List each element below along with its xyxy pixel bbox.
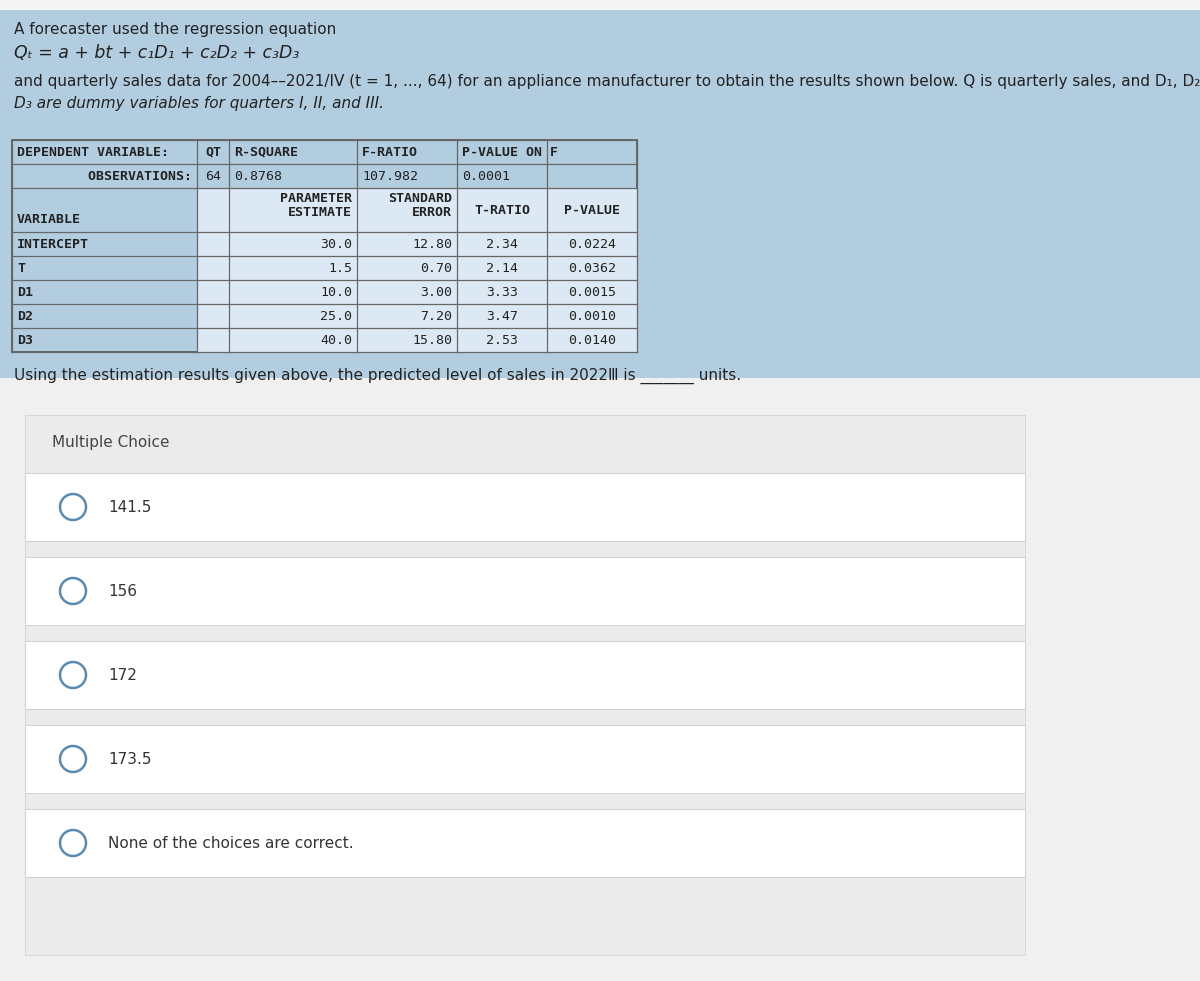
FancyBboxPatch shape [197, 328, 229, 352]
Text: P-VALUE ON F: P-VALUE ON F [462, 145, 558, 159]
Text: STANDARD: STANDARD [388, 192, 452, 205]
Text: ERROR: ERROR [412, 206, 452, 219]
Text: T-RATIO: T-RATIO [474, 203, 530, 217]
Text: None of the choices are correct.: None of the choices are correct. [108, 836, 354, 851]
Text: 25.0: 25.0 [320, 309, 352, 323]
FancyBboxPatch shape [0, 378, 1200, 981]
FancyBboxPatch shape [229, 256, 637, 280]
Text: 3.33: 3.33 [486, 285, 518, 298]
FancyBboxPatch shape [0, 0, 1200, 10]
Text: 12.80: 12.80 [412, 237, 452, 250]
Text: OBSERVATIONS:: OBSERVATIONS: [24, 170, 192, 182]
FancyBboxPatch shape [197, 280, 229, 304]
Text: 0.0362: 0.0362 [568, 262, 616, 275]
Text: F-RATIO: F-RATIO [362, 145, 418, 159]
Text: 173.5: 173.5 [108, 751, 151, 766]
FancyBboxPatch shape [229, 232, 637, 256]
Text: PARAMETER: PARAMETER [280, 192, 352, 205]
FancyBboxPatch shape [25, 473, 1025, 541]
Text: DEPENDENT VARIABLE:: DEPENDENT VARIABLE: [17, 145, 169, 159]
FancyBboxPatch shape [25, 725, 1025, 793]
Text: 141.5: 141.5 [108, 499, 151, 514]
Text: VARIABLE: VARIABLE [17, 213, 82, 226]
Text: 0.0001: 0.0001 [462, 170, 510, 182]
Text: Multiple Choice: Multiple Choice [52, 435, 169, 450]
FancyBboxPatch shape [12, 140, 637, 352]
Text: 1.5: 1.5 [328, 262, 352, 275]
FancyBboxPatch shape [197, 304, 229, 328]
Text: ESTIMATE: ESTIMATE [288, 206, 352, 219]
Text: 7.20: 7.20 [420, 309, 452, 323]
Text: T: T [17, 262, 25, 275]
FancyBboxPatch shape [25, 557, 1025, 625]
Text: 0.70: 0.70 [420, 262, 452, 275]
Text: 0.0140: 0.0140 [568, 334, 616, 346]
Text: 64: 64 [205, 170, 221, 182]
Text: 0.0224: 0.0224 [568, 237, 616, 250]
Text: A forecaster used the regression equation: A forecaster used the regression equatio… [14, 22, 336, 37]
FancyBboxPatch shape [197, 188, 229, 232]
Text: INTERCEPT: INTERCEPT [17, 237, 89, 250]
FancyBboxPatch shape [25, 809, 1025, 877]
Text: D3: D3 [17, 334, 34, 346]
Text: Qₜ = a + bt + c₁D₁ + c₂D₂ + c₃D₃: Qₜ = a + bt + c₁D₁ + c₂D₂ + c₃D₃ [14, 44, 299, 62]
Text: 0.0010: 0.0010 [568, 309, 616, 323]
Text: 172: 172 [108, 667, 137, 683]
Text: 0.8768: 0.8768 [234, 170, 282, 182]
Text: 156: 156 [108, 584, 137, 598]
Text: R-SQUARE: R-SQUARE [234, 145, 298, 159]
Text: 3.47: 3.47 [486, 309, 518, 323]
Text: 2.53: 2.53 [486, 334, 518, 346]
FancyBboxPatch shape [229, 304, 637, 328]
Text: 15.80: 15.80 [412, 334, 452, 346]
Text: D1: D1 [17, 285, 34, 298]
FancyBboxPatch shape [229, 188, 637, 232]
Text: QT: QT [205, 145, 221, 159]
Text: P-VALUE: P-VALUE [564, 203, 620, 217]
Text: D2: D2 [17, 309, 34, 323]
Text: 2.14: 2.14 [486, 262, 518, 275]
FancyBboxPatch shape [25, 641, 1025, 709]
Text: 0.0015: 0.0015 [568, 285, 616, 298]
Text: D₃ are dummy variables for quarters I, II, and III.: D₃ are dummy variables for quarters I, I… [14, 96, 384, 111]
FancyBboxPatch shape [0, 10, 1200, 378]
Text: 107.982: 107.982 [362, 170, 418, 182]
Text: 30.0: 30.0 [320, 237, 352, 250]
FancyBboxPatch shape [197, 256, 229, 280]
FancyBboxPatch shape [229, 328, 637, 352]
FancyBboxPatch shape [197, 232, 229, 256]
FancyBboxPatch shape [229, 280, 637, 304]
Text: and quarterly sales data for 2004––2021/IV (t = 1, ..., 64) for an appliance man: and quarterly sales data for 2004––2021/… [14, 74, 1200, 89]
Text: Using the estimation results given above, the predicted level of sales in 2022Ⅲ : Using the estimation results given above… [14, 368, 742, 385]
Text: 3.00: 3.00 [420, 285, 452, 298]
Text: 40.0: 40.0 [320, 334, 352, 346]
FancyBboxPatch shape [25, 415, 1025, 955]
Text: 10.0: 10.0 [320, 285, 352, 298]
Text: 2.34: 2.34 [486, 237, 518, 250]
